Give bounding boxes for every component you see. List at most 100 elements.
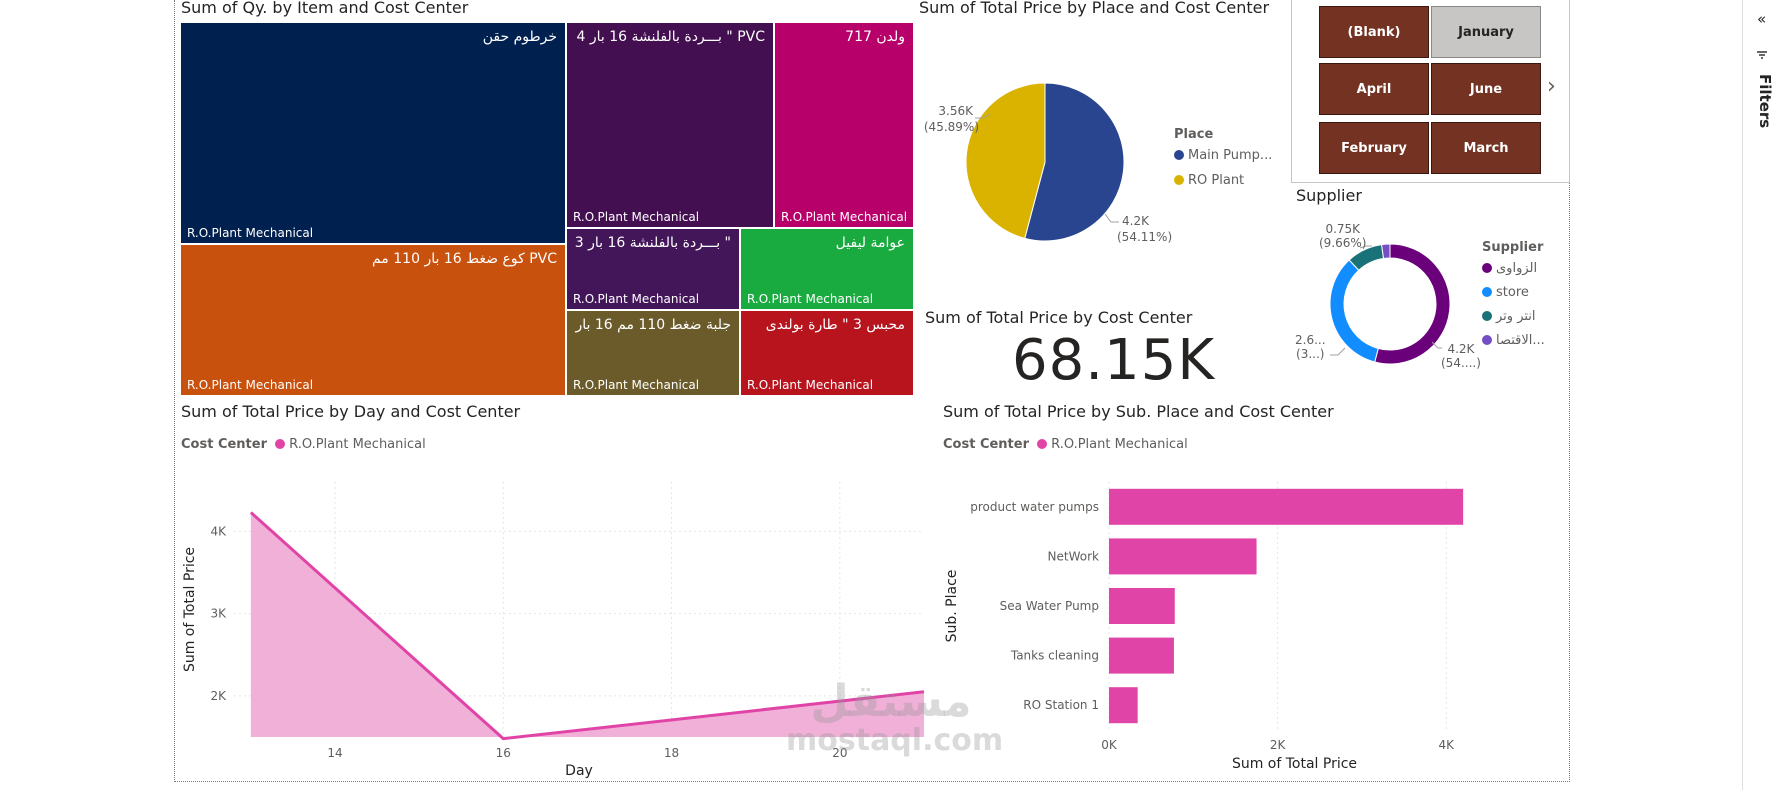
pie-label-value: 4.2K — [1122, 214, 1150, 228]
area-legend-title: Cost Center — [181, 437, 268, 452]
area-legend-item[interactable]: R.O.Plant Mechanical — [271, 437, 426, 452]
x-axis-label: Day — [565, 763, 593, 779]
pie-title: Sum of Total Price by Place and Cost Cen… — [919, 0, 1270, 17]
treemap-tile[interactable]: عوامة ليفيل R.O.Plant Mechanical — [740, 228, 914, 310]
donut-slice — [1374, 243, 1451, 365]
treemap-tile[interactable]: جلبة ضغط 110 مم 16 بار R.O.Plant Mechanic… — [566, 310, 740, 396]
treemap-tile-label: خرطوم حقن — [482, 29, 557, 45]
treemap-chart[interactable]: خرطوم حقن R.O.Plant Mechanical PVC " بـــر… — [180, 22, 914, 396]
treemap-tile-cost-center: R.O.Plant Mechanical — [573, 292, 700, 306]
y-tick-label: Tanks cleaning — [1010, 649, 1099, 663]
donut-chart[interactable] — [1290, 220, 1490, 380]
treemap-tile[interactable]: خرطوم حقن R.O.Plant Mechanical — [180, 22, 566, 244]
treemap-tile-label: جلبة ضغط 110 مم 16 بار — [575, 317, 731, 333]
bar-chart-title: Sum of Total Price by Sub. Place and Cos… — [943, 402, 1334, 421]
bar-legend-label: R.O.Plant Mechanical — [1051, 437, 1188, 452]
treemap-tile[interactable]: PVC كوع ضغط 16 بار 110 مم R.O.Plant Mecha… — [180, 244, 566, 396]
bar — [1109, 538, 1257, 575]
donut-legend-label: الزواوى — [1496, 261, 1538, 276]
pie-legend-label: RO Plant — [1188, 173, 1245, 188]
treemap-tile-cost-center: R.O.Plant Mechanical — [187, 226, 314, 240]
x-tick-label: 14 — [327, 746, 342, 760]
y-tick-label: 2K — [210, 689, 227, 703]
donut-legend-item[interactable]: انتر وتر — [1482, 309, 1545, 324]
y-tick-label: Sea Water Pump — [1000, 599, 1099, 613]
treemap-tile-cost-center: R.O.Plant Mechanical — [781, 210, 908, 224]
donut-title: Supplier — [1296, 186, 1362, 205]
pie-legend-item-ro-plant[interactable]: RO Plant — [1174, 173, 1272, 188]
treemap-title: Sum of Qy. by Item and Cost Center — [181, 0, 469, 17]
month-slicer: (Blank) January April June February Marc… — [1291, 0, 1570, 183]
x-tick-label: 0K — [1101, 738, 1118, 752]
treemap-tile[interactable]: PVC " بـــردة بالفلنشة 16 بار 4 R.O.Plant… — [566, 22, 774, 228]
legend-dot — [1174, 150, 1184, 160]
area-chart-title: Sum of Total Price by Day and Cost Cente… — [181, 402, 521, 421]
report-frame — [174, 0, 1570, 782]
donut-legend-item[interactable]: الزواوى — [1482, 261, 1545, 276]
slicer-button-march[interactable]: March — [1431, 122, 1541, 174]
donut-legend-item[interactable]: الاقتصا... — [1482, 333, 1545, 348]
pie-label-pct: (54.11%) — [1117, 230, 1172, 244]
treemap-tile-cost-center: R.O.Plant Mechanical — [747, 378, 874, 392]
filters-label[interactable]: Filters — [1756, 74, 1774, 129]
bar-legend-title: Cost Center — [943, 437, 1030, 452]
pie-label-pct: (45.89%) — [924, 120, 979, 134]
collapse-icon[interactable]: « — [1757, 10, 1767, 28]
donut-legend-item[interactable]: store — [1482, 285, 1545, 300]
donut-label-pct: (54....) — [1441, 356, 1481, 370]
treemap-tile-label: PVC " بـــردة بالفلنشة 16 بار 4 — [576, 29, 765, 45]
slicer-button-january[interactable]: January — [1431, 6, 1541, 58]
donut-slice — [1329, 259, 1379, 363]
treemap-tile-label: ولدن 717 — [845, 29, 905, 45]
bar — [1109, 588, 1175, 624]
filter-icon — [1757, 51, 1767, 59]
legend-dot — [1482, 287, 1492, 297]
treemap-tile[interactable]: " بـــردة بالفلنشة 16 بار 3 R.O.Plant Mec… — [566, 228, 740, 310]
x-tick-label: 20 — [832, 746, 847, 760]
treemap-tile-label: " بـــردة بالفلنشة 16 بار 3 — [574, 235, 731, 251]
bar-chart[interactable]: product water pumps NetWork Sea Water Pump… — [940, 462, 1570, 782]
legend-dot — [1037, 439, 1048, 449]
filters-pane: « — [1742, 0, 1781, 790]
y-axis-label: Sum of Total Price — [182, 547, 198, 672]
y-tick-label: NetWork — [1048, 549, 1100, 563]
legend-dot — [1482, 311, 1492, 321]
bar-legend-item[interactable]: R.O.Plant Mechanical — [1033, 437, 1188, 452]
donut-slice — [1381, 243, 1391, 260]
pie-leader-line — [1104, 213, 1119, 223]
donut-label-value: 0.75K — [1325, 222, 1361, 236]
donut-legend-label: انتر وتر — [1496, 309, 1536, 324]
donut-leader-line — [1330, 347, 1346, 356]
donut-label-pct: (3...) — [1296, 347, 1325, 361]
donut-label-value: 2.6... — [1295, 333, 1326, 347]
y-tick-label: 3K — [210, 607, 227, 621]
bar — [1109, 637, 1174, 674]
pie-slice — [965, 82, 1046, 239]
treemap-tile-cost-center: R.O.Plant Mechanical — [573, 378, 700, 392]
bar — [1109, 488, 1464, 525]
pie-slice — [1024, 82, 1125, 242]
area-chart-legend: Cost Center R.O.Plant Mechanical — [181, 437, 426, 452]
pie-legend-title: Place — [1174, 127, 1214, 142]
donut-legend-label: الاقتصا... — [1496, 333, 1545, 348]
x-tick-label: 18 — [664, 746, 679, 760]
treemap-tile-label: محبس 3 " طارة بولندى — [765, 317, 905, 333]
slicer-next-icon[interactable]: › — [1547, 74, 1556, 99]
slicer-button-february[interactable]: February — [1319, 122, 1429, 174]
slicer-button-june[interactable]: June — [1431, 63, 1541, 115]
donut-label-right: 4.2K (54....) — [1441, 342, 1481, 370]
donut-leader-line — [1431, 341, 1442, 349]
pie-legend-item-main-pump[interactable]: Main Pump... — [1174, 148, 1272, 163]
treemap-tile-cost-center: R.O.Plant Mechanical — [573, 210, 700, 224]
treemap-tile[interactable]: محبس 3 " طارة بولندى R.O.Plant Mechanical — [740, 310, 914, 396]
donut-label-top: 0.75K (9.66%) — [1319, 222, 1366, 250]
x-axis-label: Sum of Total Price — [1232, 756, 1357, 772]
slicer-button-april[interactable]: April — [1319, 63, 1429, 115]
pie-chart[interactable]: 4.2K (54.11%) 3.56K (45.89%) — [905, 60, 1185, 260]
treemap-tile[interactable]: ولدن 717 R.O.Plant Mechanical — [774, 22, 914, 228]
y-axis-label: Sub. Place — [944, 570, 960, 643]
slicer-button-blank[interactable]: (Blank) — [1319, 6, 1429, 58]
area-chart[interactable]: 4K 3K 2K 14 16 18 20 Day Sum of Total Price — [176, 462, 936, 782]
bar — [1109, 687, 1138, 724]
